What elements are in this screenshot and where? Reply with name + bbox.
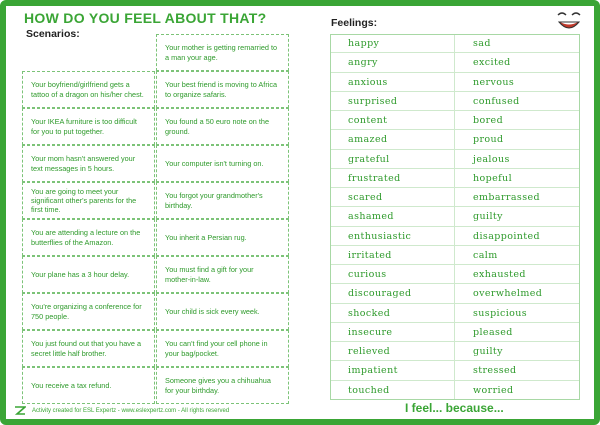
feelings-row: happy sad: [331, 35, 579, 54]
feeling-word[interactable]: impatient: [348, 365, 398, 377]
scenario-card[interactable]: Your best friend is moving to Africa to …: [156, 71, 289, 108]
feeling-word[interactable]: frustrated: [348, 172, 401, 184]
feeling-word[interactable]: irritated: [348, 249, 392, 261]
feeling-word[interactable]: surprised: [348, 95, 398, 107]
feeling-word[interactable]: proud: [473, 134, 504, 146]
feelings-row: shocked suspicious: [331, 305, 579, 323]
feeling-word[interactable]: nervous: [473, 76, 515, 88]
feeling-word[interactable]: shocked: [348, 307, 391, 319]
column-divider: [454, 35, 455, 399]
scenario-card[interactable]: You're organizing a conference for 750 p…: [22, 293, 155, 330]
feeling-word[interactable]: content: [348, 115, 388, 126]
scenario-card[interactable]: You inherit a Persian rug.: [156, 219, 289, 256]
scenarios-label: Scenarios:: [26, 28, 80, 40]
feeling-word[interactable]: guilty: [473, 211, 503, 223]
feelings-label: Feelings:: [331, 17, 378, 29]
feelings-row: touched worried: [331, 382, 579, 400]
logo-icon: [14, 406, 26, 415]
feeling-word[interactable]: stressed: [473, 365, 517, 377]
feelings-table: happy sad angry excited anxious nervous sur…: [330, 34, 580, 400]
feeling-word[interactable]: amazed: [348, 134, 388, 146]
feeling-word[interactable]: exhausted: [473, 269, 526, 280]
scenario-card[interactable]: You must find a gift for your mother-in-…: [156, 256, 289, 293]
feeling-word[interactable]: embarrassed: [473, 192, 540, 203]
feelings-row: scared embarrassed: [331, 189, 579, 208]
feeling-word[interactable]: disappointed: [473, 230, 541, 242]
scenario-card[interactable]: You receive a tax refund.: [22, 367, 155, 404]
feeling-word[interactable]: anxious: [348, 76, 388, 88]
feelings-row: enthusiastic disappointed: [331, 228, 579, 246]
feelings-row: surprised confused: [331, 93, 579, 112]
feelings-row: angry excited: [331, 54, 579, 73]
feeling-word[interactable]: worried: [473, 384, 514, 396]
footer-copyright: Activity created for ESL Expertz - www.e…: [32, 408, 230, 414]
scenario-card[interactable]: You found a 50 euro note on the ground.: [156, 108, 289, 145]
scenario-card[interactable]: Your mother is getting remarried to a ma…: [156, 34, 289, 71]
feelings-row: anxious nervous: [331, 74, 579, 92]
feelings-row: grateful jealous: [331, 151, 579, 169]
feeling-word[interactable]: sad: [473, 38, 491, 49]
scenario-card[interactable]: Your child is sick every week.: [156, 293, 289, 330]
scenario-card[interactable]: Your boyfriend/girlfriend gets a tattoo …: [22, 71, 155, 108]
feeling-word[interactable]: excited: [473, 57, 511, 69]
feelings-row: relieved guilty: [331, 343, 579, 362]
feeling-word[interactable]: enthusiastic: [348, 230, 412, 242]
feeling-word[interactable]: confused: [473, 95, 520, 107]
feeling-word[interactable]: ashamed: [348, 211, 394, 223]
feeling-word[interactable]: suspicious: [473, 307, 528, 319]
smiley-face-icon: [554, 8, 584, 34]
feeling-word[interactable]: pleased: [473, 326, 513, 338]
feeling-word[interactable]: discouraged: [348, 288, 412, 300]
scenario-card[interactable]: Your plane has a 3 hour delay.: [22, 256, 155, 293]
scenario-card[interactable]: Your IKEA furniture is too difficult for…: [22, 108, 155, 145]
feelings-row: discouraged overwhelmed: [331, 285, 579, 304]
feeling-word[interactable]: insecure: [348, 326, 393, 338]
scenario-card[interactable]: You forgot your grandmother's birthday.: [156, 182, 289, 219]
page-title: HOW DO YOU FEEL ABOUT THAT?: [24, 10, 267, 26]
feeling-word[interactable]: grateful: [348, 153, 390, 165]
feeling-word[interactable]: angry: [348, 57, 378, 69]
feeling-word[interactable]: relieved: [348, 346, 391, 357]
feelings-row: amazed proud: [331, 131, 579, 150]
feelings-row: curious exhausted: [331, 266, 579, 285]
feelings-row: insecure pleased: [331, 324, 579, 343]
feeling-word[interactable]: bored: [473, 115, 504, 126]
sentence-prompt: I feel... because...: [405, 401, 504, 415]
scenario-card[interactable]: You can't find your cell phone in your b…: [156, 330, 289, 367]
feelings-row: ashamed guilty: [331, 208, 579, 227]
scenario-card[interactable]: Your mom hasn't answered your text messa…: [22, 145, 155, 182]
scenarios-grid: Your mother is getting remarried to a ma…: [22, 34, 290, 404]
feeling-word[interactable]: touched: [348, 384, 390, 396]
feelings-row: content bored: [331, 112, 579, 131]
feelings-row: impatient stressed: [331, 362, 579, 381]
scenario-card[interactable]: You are going to meet your significant o…: [22, 182, 155, 219]
feelings-row: frustrated hopeful: [331, 170, 579, 189]
feeling-word[interactable]: guilty: [473, 346, 503, 357]
scenario-card[interactable]: You just found out that you have a secre…: [22, 330, 155, 367]
feeling-word[interactable]: scared: [348, 192, 383, 203]
scenario-card[interactable]: You are attending a lecture on the butte…: [22, 219, 155, 256]
feeling-word[interactable]: calm: [473, 249, 498, 261]
feelings-row: irritated calm: [331, 247, 579, 266]
feeling-word[interactable]: jealous: [473, 153, 510, 165]
feeling-word[interactable]: curious: [348, 269, 387, 280]
scenario-card[interactable]: Your computer isn't turning on.: [156, 145, 289, 182]
scenario-card[interactable]: Someone gives you a chihuahua for your b…: [156, 367, 289, 404]
feeling-word[interactable]: overwhelmed: [473, 288, 543, 300]
feeling-word[interactable]: happy: [348, 38, 380, 49]
feeling-word[interactable]: hopeful: [473, 172, 513, 184]
